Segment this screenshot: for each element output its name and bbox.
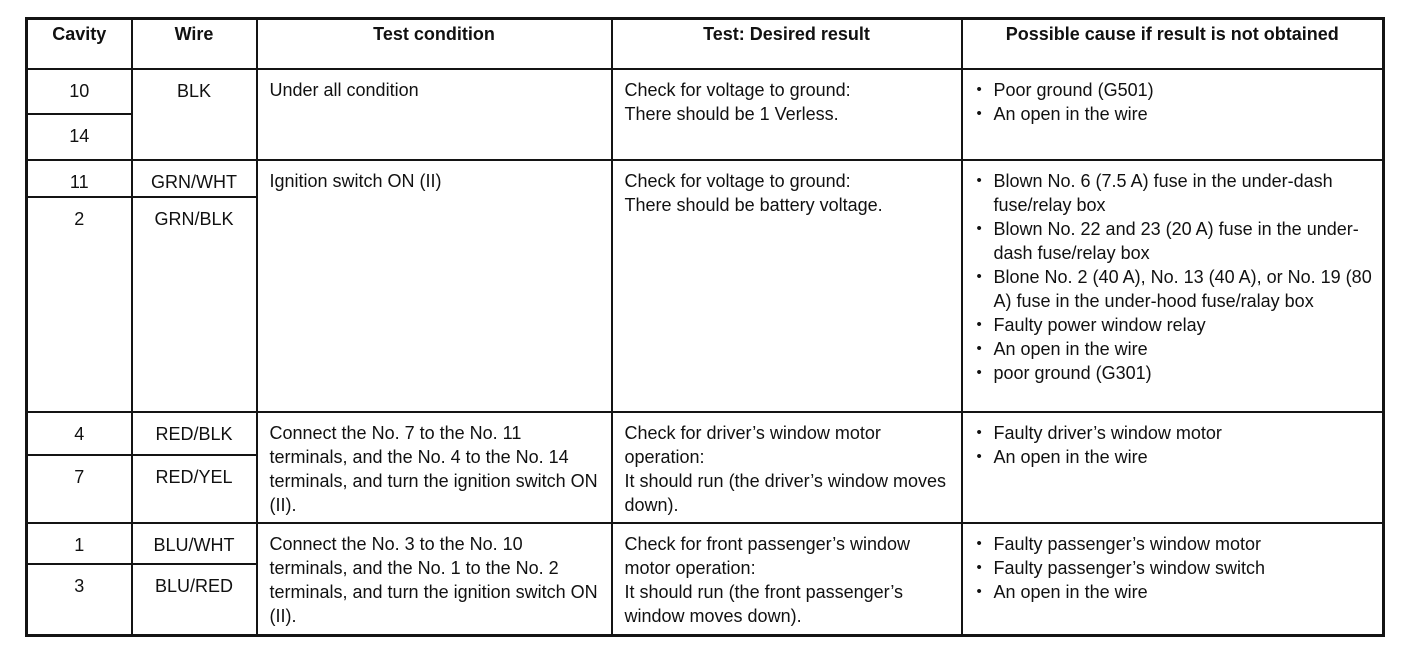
col-header-possible-cause: Possible cause if result is not obtained (960, 17, 1385, 70)
result-line: Check for driver’s window motor operatio… (624, 423, 881, 467)
cause-text: Blown No. 6 (7.5 A) fuse in the under-da… (993, 171, 1333, 215)
wiring-test-table: Cavity Wire Test condition Test: Desired… (25, 17, 1385, 637)
cavity-cell: 7 (25, 454, 133, 524)
cause-text: Faulty driver’s window motor (993, 423, 1222, 443)
wire-cell: BLK (130, 68, 258, 161)
col-header-test-condition: Test condition (255, 17, 613, 70)
possible-cause-cell: • Poor ground (G501) • An open in the wire (960, 68, 1385, 161)
bullet-icon: • (976, 268, 982, 285)
cause-list: • Blown No. 6 (7.5 A) fuse in the under-d… (975, 169, 1375, 385)
cavity-cell: 1 (25, 522, 133, 565)
col-header-wire: Wire (130, 17, 258, 70)
cause-text: Faulty passenger’s window motor (993, 534, 1261, 554)
result-line: Check for front passenger’s window motor… (624, 534, 910, 578)
test-condition-cell: Connect the No. 3 to the No. 10 terminal… (255, 522, 613, 636)
header-row: Cavity Wire Test condition Test: Desired… (25, 17, 1385, 70)
wire-cell: RED/BLK (130, 411, 258, 456)
bullet-icon: • (976, 424, 982, 441)
cause-item: • An open in the wire (975, 580, 1375, 604)
bullet-icon: • (976, 583, 982, 600)
col-header-cavity: Cavity (25, 17, 133, 70)
cause-text: An open in the wire (993, 582, 1148, 602)
cause-item: • Blown No. 22 and 23 (20 A) fuse in the … (975, 217, 1375, 265)
wire-cell: GRN/WHT (130, 159, 258, 198)
cause-text: Poor ground (G501) (993, 80, 1154, 100)
table-row: 3 BLU/RED (25, 563, 1384, 636)
cause-text: An open in the wire (993, 104, 1148, 124)
test-condition-cell: Ignition switch ON (II) (255, 159, 613, 413)
table-row: 4 RED/BLK Connect the No. 7 to the No. 1… (25, 411, 1385, 524)
bullet-icon: • (976, 316, 982, 333)
cavity-cell: 11 (25, 159, 133, 198)
test-condition-cell: Connect the No. 7 to the No. 11 terminal… (255, 411, 613, 524)
possible-cause-cell: • Blown No. 6 (7.5 A) fuse in the under-d… (960, 159, 1385, 413)
cause-text: An open in the wire (993, 339, 1148, 359)
result-line: Check for voltage to ground: (624, 80, 851, 100)
table-row: 11 GRN/WHT Ignition switch ON (II) Check… (25, 159, 1385, 413)
bullet-icon: • (976, 105, 982, 122)
cause-item: • Poor ground (G501) (975, 78, 1375, 102)
bullet-icon: • (976, 559, 982, 576)
cause-item: • Faulty power window relay (975, 313, 1375, 337)
bullet-icon: • (976, 535, 982, 552)
cause-item: • Faulty passenger’s window motor (975, 532, 1375, 556)
cause-item: • Faulty driver’s window motor (975, 421, 1375, 445)
bullet-icon: • (976, 448, 982, 465)
cause-text: Blown No. 22 and 23 (20 A) fuse in the u… (993, 219, 1359, 263)
cavity-cell: 3 (25, 563, 133, 636)
col-header-desired-result: Test: Desired result (610, 17, 963, 70)
wire-cell: RED/YEL (130, 454, 258, 524)
cause-text: An open in the wire (993, 447, 1148, 467)
bullet-icon: • (976, 340, 982, 357)
cause-item: • An open in the wire (975, 337, 1375, 361)
table-row: 10 BLK Under all condition Check for vol… (25, 68, 1385, 161)
cause-item: • Blone No. 2 (40 A), No. 13 (40 A), or N… (975, 265, 1375, 313)
cause-text: Blone No. 2 (40 A), No. 13 (40 A), or No… (993, 267, 1372, 311)
result-line: It should run (the driver’s window moves… (624, 471, 946, 515)
cause-item: • Blown No. 6 (7.5 A) fuse in the under-d… (975, 169, 1375, 217)
cause-list: • Faulty driver’s window motor • An open i… (975, 421, 1375, 469)
result-line: There should be battery voltage. (624, 195, 883, 215)
cause-text: Faulty power window relay (993, 315, 1206, 335)
cause-text: poor ground (G301) (993, 363, 1152, 383)
bullet-icon: • (976, 220, 982, 237)
table-row: 1 BLU/WHT Connect the No. 3 to the No. 1… (25, 522, 1385, 636)
cavity-cell: 4 (25, 411, 133, 456)
result-line: Check for voltage to ground: (624, 171, 851, 191)
cavity-cell: 14 (25, 113, 133, 161)
table-row: 14 (25, 113, 1384, 161)
result-line: There should be 1 Verless. (624, 104, 839, 124)
bullet-icon: • (976, 364, 982, 381)
desired-result-cell: Check for driver’s window motor operatio… (610, 411, 963, 524)
cause-list: • Faulty passenger’s window motor • Faulty… (975, 532, 1375, 604)
desired-result-cell: Check for voltage to ground: There shoul… (610, 159, 963, 413)
cause-text: Faulty passenger’s window switch (993, 558, 1265, 578)
possible-cause-cell: • Faulty driver’s window motor • An open i… (960, 411, 1385, 524)
cavity-cell: 2 (25, 196, 133, 413)
table-row: 2 GRN/BLK (25, 196, 1384, 413)
bullet-icon: • (976, 81, 982, 98)
cause-item: • An open in the wire (975, 102, 1375, 126)
cause-item: • An open in the wire (975, 445, 1375, 469)
desired-result-cell: Check for front passenger’s window motor… (610, 522, 963, 636)
desired-result-cell: Check for voltage to ground: There shoul… (610, 68, 963, 161)
cause-item: • poor ground (G301) (975, 361, 1375, 385)
wire-cell: GRN/BLK (130, 196, 258, 413)
cause-item: • Faulty passenger’s window switch (975, 556, 1375, 580)
wire-cell: BLU/RED (130, 563, 258, 636)
cause-list: • Poor ground (G501) • An open in the wire (975, 78, 1375, 126)
table-row: 7 RED/YEL (25, 454, 1384, 524)
bullet-icon: • (976, 172, 982, 189)
wire-cell: BLU/WHT (130, 522, 258, 565)
result-line: It should run (the front passenger’s win… (624, 582, 904, 626)
cavity-cell: 10 (25, 68, 133, 115)
possible-cause-cell: • Faulty passenger’s window motor • Faulty… (960, 522, 1385, 636)
test-condition-cell: Under all condition (255, 68, 613, 161)
